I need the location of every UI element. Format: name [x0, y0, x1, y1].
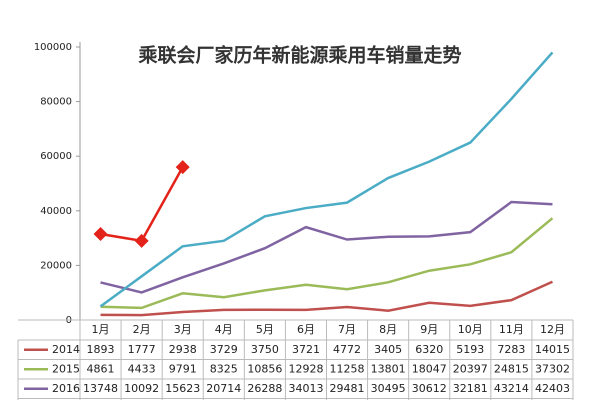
- table-value: 26288: [247, 382, 282, 395]
- table-value: 34013: [288, 382, 323, 395]
- table-value: 42403: [535, 382, 570, 395]
- table-value: 8325: [210, 362, 238, 375]
- chart-title: 乘联会厂家历年新能源乘用车销量走势: [137, 44, 461, 67]
- table-value: 13801: [371, 362, 406, 375]
- table-value: 9791: [169, 362, 197, 375]
- y-tick-label: 100000: [34, 42, 72, 53]
- x-tick-label: 6月: [297, 323, 315, 336]
- x-tick-label: 2月: [133, 323, 151, 336]
- x-tick-label: 4月: [215, 323, 233, 336]
- table-value: 14015: [535, 343, 570, 356]
- table-value: 3405: [374, 343, 402, 356]
- table-value: 4433: [128, 362, 156, 375]
- table-value: 3729: [210, 343, 238, 356]
- table-value: 11258: [330, 362, 365, 375]
- x-tick-label: 9月: [420, 323, 438, 336]
- table-value: 30495: [371, 382, 406, 395]
- table-value: 18047: [412, 362, 447, 375]
- x-tick-label: 1月: [92, 323, 110, 336]
- table-value: 30612: [412, 382, 447, 395]
- table-value: 7283: [497, 343, 525, 356]
- table-value: 3721: [292, 343, 320, 356]
- x-tick-label: 10月: [458, 323, 483, 336]
- x-tick-label: 7月: [338, 323, 356, 336]
- table-value: 20714: [206, 382, 241, 395]
- table-value: 2938: [169, 343, 197, 356]
- table-value: 12928: [288, 362, 323, 375]
- legend-label: 2016: [52, 382, 80, 395]
- series-line: [100, 217, 554, 310]
- table-value: 1893: [87, 343, 115, 356]
- table-value: 43214: [494, 382, 529, 395]
- table-value: 6320: [415, 343, 443, 356]
- legend-label: 2015: [52, 362, 80, 375]
- table-value: 29481: [330, 382, 365, 395]
- table-value: 3750: [251, 343, 279, 356]
- table-value: 5193: [456, 343, 484, 356]
- x-tick-label: 5月: [256, 323, 274, 336]
- series-line: [100, 280, 553, 317]
- x-tick-label: 11月: [499, 323, 524, 336]
- table-value: 4861: [87, 362, 115, 375]
- table-value: 24815: [494, 362, 529, 375]
- table-value: 37302: [535, 362, 570, 375]
- legend-label: 2014: [52, 343, 80, 356]
- series-line: [99, 51, 554, 308]
- y-tick-label: 80000: [40, 97, 72, 108]
- table-value: 4772: [333, 343, 361, 356]
- table-value: 13748: [83, 382, 118, 395]
- table-value: 15623: [165, 382, 200, 395]
- table-value: 20397: [453, 362, 488, 375]
- series-marker: [134, 233, 149, 248]
- x-tick-label: 3月: [174, 323, 192, 336]
- series-line: [100, 200, 553, 294]
- x-tick-label: 8月: [379, 323, 397, 336]
- y-tick-label: 60000: [40, 151, 72, 162]
- table-value: 10856: [247, 362, 282, 375]
- series-marker: [93, 227, 108, 242]
- x-tick-label: 12月: [540, 323, 565, 336]
- y-tick-label: 40000: [40, 206, 72, 217]
- series-marker: [175, 160, 190, 175]
- table-value: 1777: [128, 343, 156, 356]
- table-value: 10092: [124, 382, 159, 395]
- table-value: 32181: [453, 382, 488, 395]
- series-line: [100, 166, 184, 243]
- y-tick-label: 20000: [40, 260, 72, 271]
